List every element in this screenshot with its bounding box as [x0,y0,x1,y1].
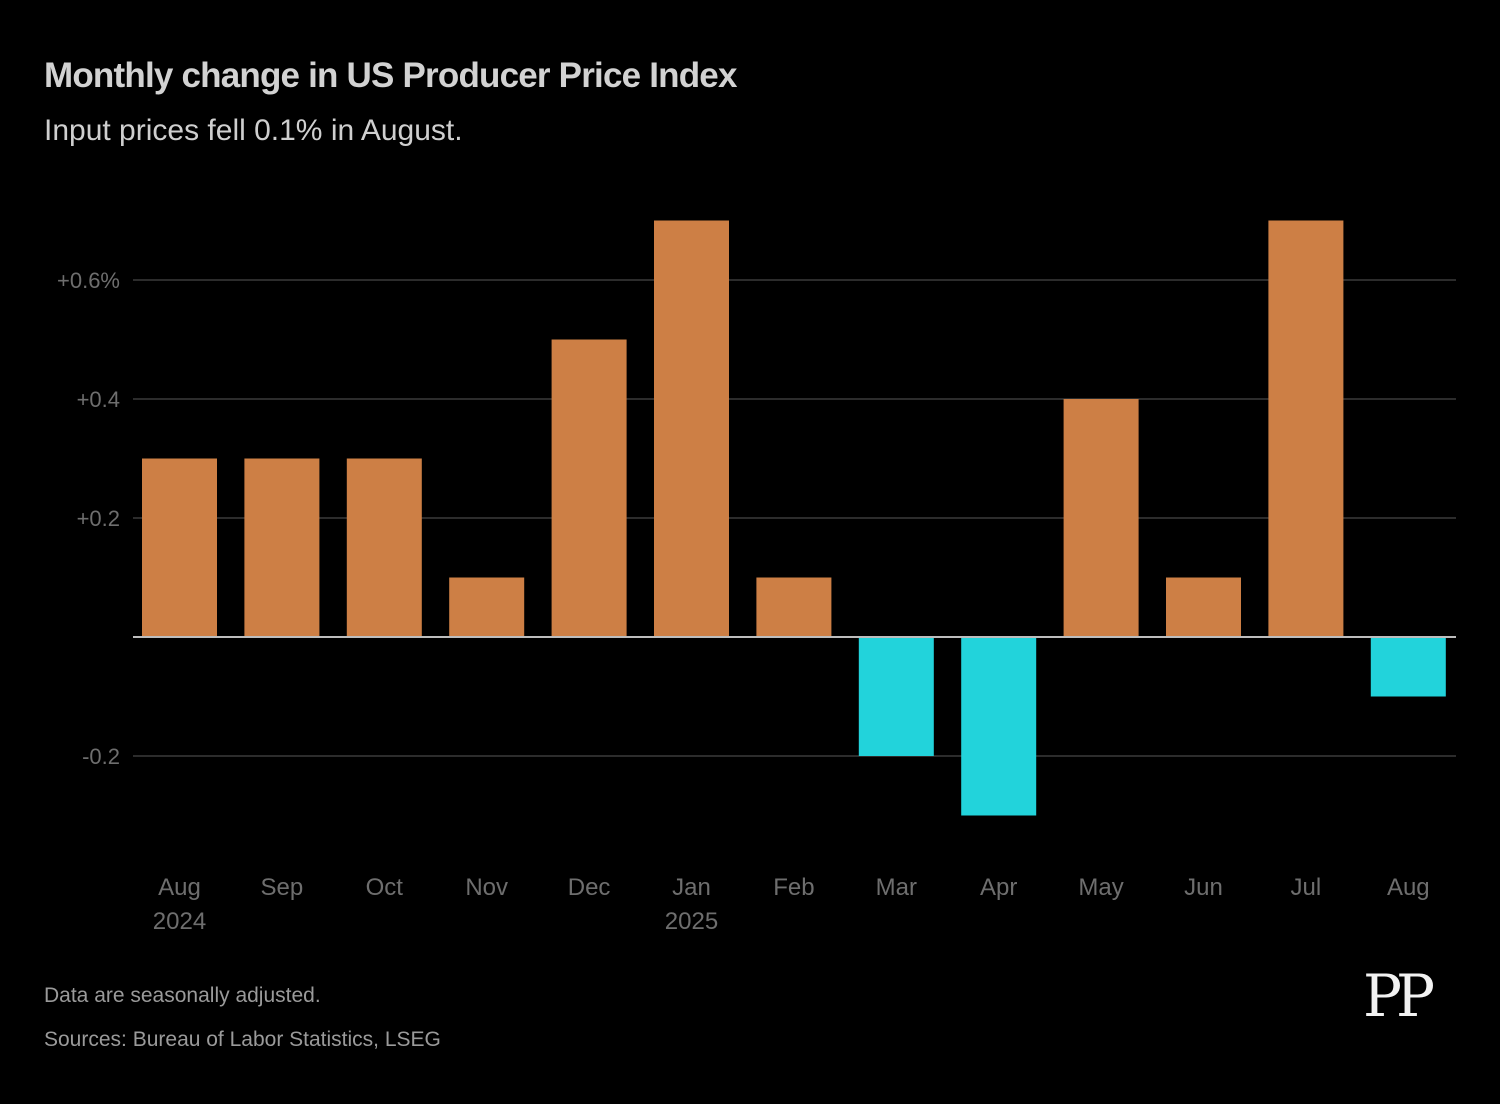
y-tick-label: +0.6% [57,268,120,293]
footnote: Data are seasonally adjusted. [44,984,321,1007]
gridlines [133,279,1456,757]
sources-note: Sources: Bureau of Labor Statistics, LSE… [44,1028,441,1051]
bar [654,220,729,637]
bar [961,637,1037,816]
bar-chart: +0.6% +0.4 +0.2 -0.2 Aug 2024 Sep Oct Nov Dec Jan… [57,220,1456,935]
x-tick-label: Mar [876,874,917,901]
y-axis-ticks: +0.6% +0.4 +0.2 -0.2 [57,268,120,769]
y-tick-label: +0.4 [77,387,120,412]
bar [346,458,422,637]
x-tick-label: Jan [672,874,711,901]
x-axis-ticks: Aug 2024 Sep Oct Nov Dec Jan 2025 Feb Mar Apr May Ju… [153,874,1430,935]
x-tick-label: Sep [261,874,304,901]
x-tick-label: Aug [1387,874,1430,901]
x-tick-label: Feb [773,874,814,901]
x-tick-label: Jul [1291,874,1322,901]
bar [858,637,934,756]
bar [449,577,525,637]
bar [142,458,217,637]
bar [551,339,627,637]
bar [1166,577,1241,637]
y-tick-label: +0.2 [77,506,120,531]
bar [1370,637,1446,697]
x-tick-label: Apr [980,874,1017,901]
chart-subtitle: Input prices fell 0.1% in August. [44,114,463,147]
x-tick-label: Jun [1184,874,1223,901]
x-tick-label: Dec [568,874,611,901]
x-tick-label: Nov [465,874,508,901]
x-tick-label: May [1078,874,1123,901]
y-tick-label: -0.2 [82,744,120,769]
bars [142,220,1446,816]
x-tick-label: Oct [366,874,404,901]
bar [1268,220,1344,637]
chart-title: Monthly change in US Producer Price Inde… [44,56,737,95]
x-tick-label: Aug [158,874,201,901]
x-tick-year-label: 2024 [153,908,206,935]
bar [1063,399,1139,637]
publisher-logo: PP [1363,962,1435,1030]
bar [756,577,832,637]
x-tick-year-label: 2025 [665,908,718,935]
bar [244,458,320,637]
